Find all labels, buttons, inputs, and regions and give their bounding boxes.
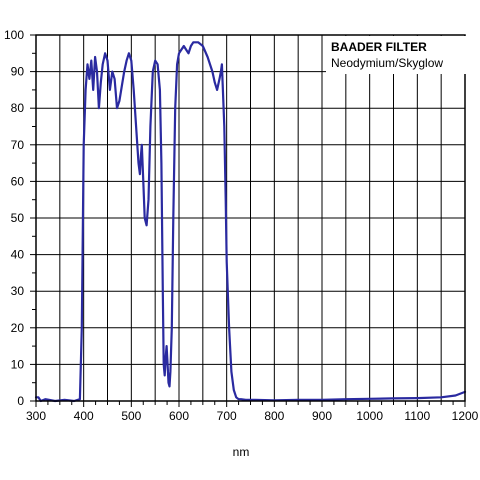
y-tick-label: 70 (11, 138, 25, 152)
x-tick-label: 500 (121, 409, 141, 423)
x-tick-label: 1100 (404, 409, 430, 423)
y-tick-label: 10 (11, 357, 25, 371)
x-tick-label: 600 (169, 409, 189, 423)
plot-frame (35, 34, 466, 402)
x-tick-label: 300 (26, 409, 46, 423)
y-tick-label: 100 (4, 28, 24, 42)
y-tick-label: 20 (11, 321, 25, 335)
x-tick-label: 700 (217, 409, 237, 423)
chart-title: BAADER FILTER (331, 40, 427, 54)
series-layer (34, 41, 467, 403)
y-tick-label: 30 (11, 284, 25, 298)
x-tick-label: 900 (312, 409, 332, 423)
x-tick-label: 1000 (356, 409, 383, 423)
y-tick-label: 0 (17, 394, 24, 408)
x-tick-label: 400 (74, 409, 94, 423)
y-tick-label: 60 (11, 174, 25, 188)
y-tick-label: 50 (11, 211, 25, 225)
x-tick-label: 1200 (452, 409, 479, 423)
tick-labels: 300 400 500 600 700 800 900 1000 1100 1200 0 10 20 30… (4, 28, 479, 423)
chart-subtitle: Neodymium/Skyglow (331, 56, 443, 70)
x-axis-title: nm (233, 445, 250, 459)
y-tick-label: 80 (11, 101, 25, 115)
y-tick-label: 90 (11, 65, 25, 79)
y-tick-label: 40 (11, 248, 25, 262)
axis-ticks (30, 34, 466, 407)
transmission-curve (34, 41, 467, 403)
x-tick-label: 800 (264, 409, 284, 423)
legend-box (326, 36, 466, 74)
